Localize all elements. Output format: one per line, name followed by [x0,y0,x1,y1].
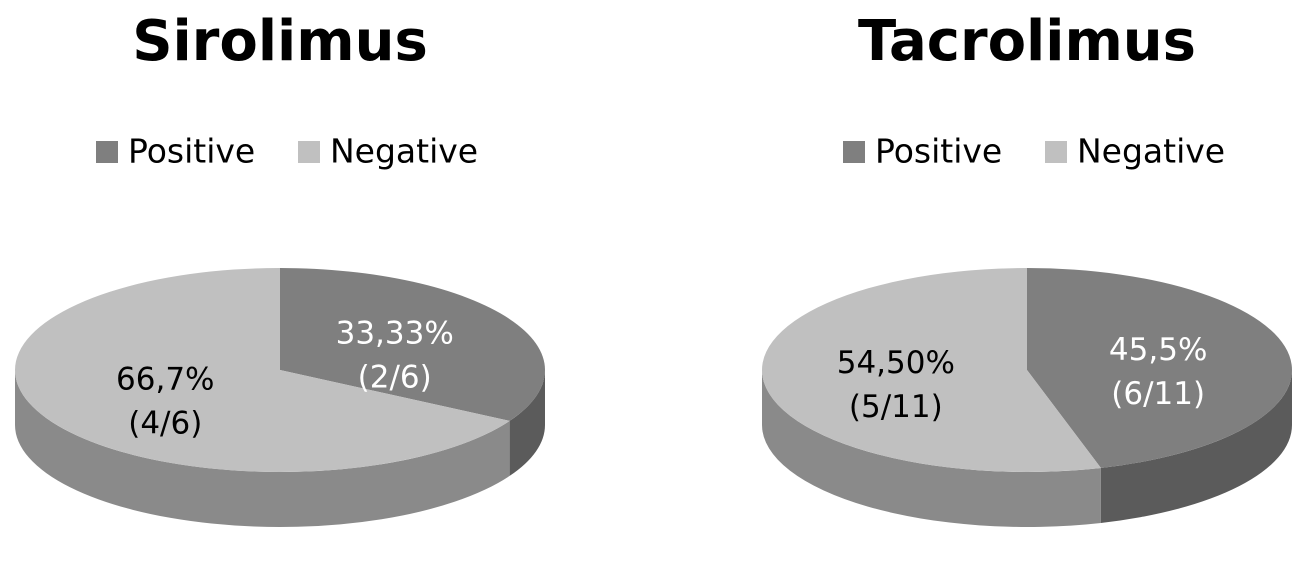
legend-label: Negative [1077,132,1225,171]
data-label: (4/6) [128,405,202,441]
pie-slice [1027,268,1292,468]
pie-side [762,370,1101,527]
legend-label: Positive [875,132,1002,171]
data-label: 45,5% [1109,332,1207,368]
data-label: 54,50% [837,345,955,381]
data-label: (5/11) [849,389,943,425]
pie-slice [280,268,545,421]
data-label: (6/11) [1111,376,1205,412]
pie-slice [761,268,1101,472]
legend-swatch [96,141,118,163]
chart-title: Tacrolimus [858,9,1196,74]
data-label: 66,7% [116,361,214,397]
pie-side [15,370,510,527]
legend-label: Negative [330,132,478,171]
legend-swatch [298,141,320,163]
pie-slice [15,268,510,473]
chart-title: Sirolimus [132,9,428,74]
pie-side [1100,370,1292,523]
data-label: 33,33% [336,316,454,352]
legend-label: Positive [128,132,255,171]
pie-side [509,370,545,476]
data-label: (2/6) [358,360,432,396]
legend-swatch [843,141,865,163]
legend-swatch [1045,141,1067,163]
